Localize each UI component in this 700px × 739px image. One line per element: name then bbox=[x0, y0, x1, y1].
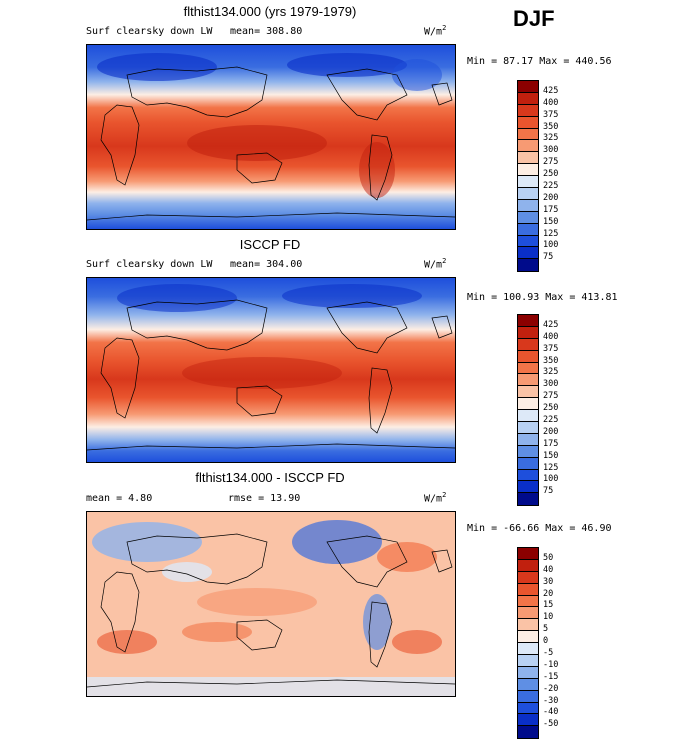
panel2-title: ISCCP FD bbox=[239, 237, 301, 252]
colorbar-tick-label: 325 bbox=[543, 367, 559, 378]
panel1-mean: mean= 308.80 bbox=[230, 26, 303, 37]
panel2-minmax: Min = 100.93 Max = 413.81 bbox=[467, 292, 618, 303]
panel1-colorbar-labels: 425 400 375 350 325 300 275 250 225 200 … bbox=[543, 86, 559, 270]
panel3-title: flthist134.000 - ISCCP FD bbox=[195, 470, 345, 485]
panel3-colorbar bbox=[517, 547, 539, 739]
colorbar-tick-label: 325 bbox=[543, 133, 559, 144]
colorbar-tick-label: 350 bbox=[543, 355, 559, 366]
panel2-map bbox=[86, 277, 456, 463]
panel2-colorbar bbox=[517, 314, 539, 507]
colorbar-tick-label: 200 bbox=[543, 192, 559, 203]
panel2-coastlines bbox=[87, 299, 455, 451]
colorbar-tick-label: 200 bbox=[543, 426, 559, 437]
colorbar-tick-label: 275 bbox=[543, 157, 559, 168]
colorbar-tick-label: 375 bbox=[543, 343, 559, 354]
colorbar-tick-label: -5 bbox=[543, 648, 554, 659]
panel3-units: W/m2 bbox=[424, 491, 447, 505]
panel3-minmax: Min = -66.66 Max = 46.90 bbox=[467, 523, 612, 534]
colorbar-tick-label: 40 bbox=[543, 564, 554, 575]
panel3-map-field bbox=[87, 512, 455, 696]
colorbar-tick-label: 5 bbox=[543, 624, 549, 635]
colorbar-tick-label: 20 bbox=[543, 588, 554, 599]
panel1-title: flthist134.000 (yrs 1979-1979) bbox=[183, 4, 357, 19]
colorbar-tick-label: 425 bbox=[543, 319, 559, 330]
panel3-rmse: rmse = 13.90 bbox=[228, 493, 301, 504]
colorbar-tick-label: 10 bbox=[543, 612, 554, 623]
colorbar-tick-label: 50 bbox=[543, 552, 554, 563]
colorbar-tick-label: -20 bbox=[543, 683, 559, 694]
panel3-mean: mean = 4.80 bbox=[86, 493, 153, 504]
colorbar-tick-label: 375 bbox=[543, 109, 559, 120]
panel1-units: W/m2 bbox=[424, 24, 447, 38]
colorbar-tick-label: -30 bbox=[543, 695, 559, 706]
panel3-map bbox=[86, 511, 456, 697]
colorbar-tick-label: 175 bbox=[543, 204, 559, 215]
panel2-mean: mean= 304.00 bbox=[230, 259, 303, 270]
panel1-colorbar bbox=[517, 80, 539, 273]
panel3-colorbar-labels: 50 40 30 20 15 10 5 0 -5 -10 -15 -20 -30… bbox=[543, 553, 559, 737]
colorbar-tick-label: 225 bbox=[543, 415, 559, 426]
panel1-minmax: Min = 87.17 Max = 440.56 bbox=[467, 56, 612, 67]
colorbar-tick-label: 75 bbox=[543, 252, 554, 263]
season-label: DJF bbox=[513, 6, 555, 31]
colorbar-tick-label: -15 bbox=[543, 671, 559, 682]
panel3-coastlines bbox=[87, 533, 455, 688]
colorbar-tick-label: 400 bbox=[543, 331, 559, 342]
colorbar-tick-label: 30 bbox=[543, 576, 554, 587]
colorbar-tick-label: -40 bbox=[543, 707, 559, 718]
colorbar-tick-label: 75 bbox=[543, 486, 554, 497]
panel2-map-field bbox=[87, 278, 455, 462]
colorbar-tick-label: 125 bbox=[543, 228, 559, 239]
colorbar-tick-label: 275 bbox=[543, 391, 559, 402]
colorbar-tick-label: 0 bbox=[543, 636, 549, 647]
colorbar-tick-label: 400 bbox=[543, 97, 559, 108]
colorbar-tick-label: 250 bbox=[543, 403, 559, 414]
colorbar-tick-label: 250 bbox=[543, 169, 559, 180]
colorbar-tick-label: 100 bbox=[543, 474, 559, 485]
colorbar-tick-label: 350 bbox=[543, 121, 559, 132]
colorbar-tick-label: 150 bbox=[543, 450, 559, 461]
panel1-variable: Surf clearsky down LW bbox=[86, 26, 213, 37]
colorbar-tick-label: 300 bbox=[543, 379, 559, 390]
colorbar-tick-label: 100 bbox=[543, 240, 559, 251]
panel2-variable: Surf clearsky down LW bbox=[86, 259, 213, 270]
panel2-colorbar-labels: 425 400 375 350 325 300 275 250 225 200 … bbox=[543, 320, 559, 504]
panel2-units: W/m2 bbox=[424, 257, 447, 271]
panel1-coastlines bbox=[87, 66, 455, 221]
colorbar-tick-label: -10 bbox=[543, 659, 559, 670]
colorbar-tick-label: 150 bbox=[543, 216, 559, 227]
colorbar-tick-label: 15 bbox=[543, 600, 554, 611]
colorbar-tick-label: -50 bbox=[543, 719, 559, 730]
colorbar-tick-label: 425 bbox=[543, 85, 559, 96]
panel1-map bbox=[86, 44, 456, 230]
colorbar-tick-label: 175 bbox=[543, 438, 559, 449]
colorbar-tick-label: 125 bbox=[543, 462, 559, 473]
panel1-map-field bbox=[87, 45, 455, 229]
colorbar-tick-label: 300 bbox=[543, 145, 559, 156]
colorbar-tick-label: 225 bbox=[543, 181, 559, 192]
